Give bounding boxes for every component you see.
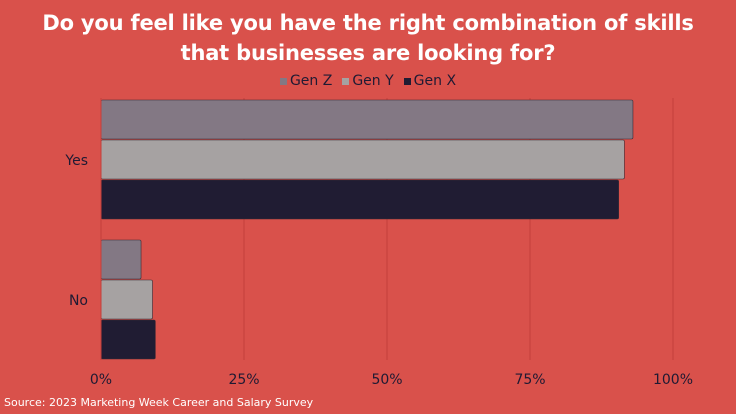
bar-no-gen-z — [100, 239, 142, 280]
category-label-no: No — [69, 293, 88, 309]
x-tick-label-75pct: 75% — [514, 372, 545, 388]
legend-swatch-gen-x — [403, 77, 411, 85]
legend-item-gen-x: Gen X — [403, 73, 457, 89]
source-note: Source: 2023 Marketing Week Career and S… — [4, 396, 314, 409]
chart-legend: Gen Z Gen Y Gen X — [0, 73, 736, 89]
chart-title-line-1: Do you feel like you have the right comb… — [42, 11, 694, 35]
chart-title: Do you feel like you have the right comb… — [0, 8, 736, 68]
legend-swatch-gen-z — [279, 77, 287, 85]
legend-item-gen-z: Gen Z — [279, 73, 333, 89]
x-tick-label-0pct: 0% — [90, 372, 112, 388]
bar-yes-gen-y — [100, 139, 625, 180]
legend-item-gen-y: Gen Y — [342, 73, 394, 89]
bar-yes-gen-z — [100, 99, 634, 140]
x-tick-label-100pct: 100% — [653, 372, 693, 388]
bar-yes-gen-x — [100, 179, 619, 220]
x-tick-label-25pct: 25% — [228, 372, 259, 388]
bar-no-gen-y — [100, 279, 153, 320]
legend-label-gen-y: Gen Y — [352, 73, 394, 89]
category-label-yes: Yes — [64, 153, 88, 169]
legend-swatch-gen-y — [342, 77, 350, 85]
x-tick-label-50pct: 50% — [371, 372, 402, 388]
legend-label-gen-z: Gen Z — [289, 73, 333, 89]
chart-title-line-2: that businesses are looking for? — [180, 41, 556, 65]
legend-label-gen-x: Gen X — [413, 73, 457, 89]
bar-no-gen-x — [100, 319, 156, 360]
